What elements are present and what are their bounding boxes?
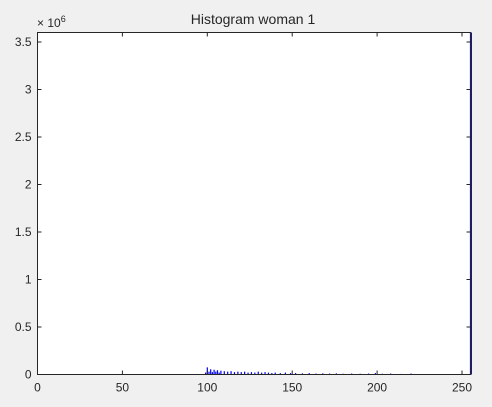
histogram-bar (247, 372, 249, 375)
histogram-bar (279, 373, 281, 375)
y-tick-label: 0.5 (15, 320, 32, 334)
histogram-bar (271, 373, 273, 375)
histogram-bar (240, 372, 242, 375)
histogram-bar (211, 372, 213, 375)
x-tick-label: 150 (282, 381, 302, 395)
y-axis-exponent-base: × 10 (37, 16, 61, 30)
chart-title: Histogram woman 1 (191, 11, 316, 27)
y-tick-label: 2 (25, 178, 32, 192)
histogram-bar (308, 373, 310, 375)
histogram-bar (261, 372, 263, 375)
histogram-bar (205, 372, 207, 375)
y-tick-label: 0 (25, 368, 32, 382)
y-tick-label: 1.5 (15, 225, 32, 239)
x-tick-label: 100 (197, 381, 217, 395)
histogram-bar (210, 369, 212, 375)
y-axis-ticks: 0 0.5 1 1.5 2 2.5 3 3.5 (15, 35, 471, 382)
histogram-bar (218, 372, 220, 375)
histogram-bar (216, 370, 219, 375)
histogram-bar (237, 371, 239, 375)
y-tick-label: 3.5 (15, 35, 32, 49)
histogram-bar (374, 373, 377, 375)
histogram-bar (295, 373, 297, 375)
histogram-bar (284, 372, 287, 375)
axes-box (37, 32, 471, 375)
histogram-bar (244, 371, 246, 375)
x-tick-label: 0 (34, 381, 41, 395)
histogram-bar (254, 372, 256, 375)
histogram-bar (264, 372, 266, 375)
y-tick-label: 1 (25, 273, 32, 287)
y-tick-label: 3 (25, 83, 32, 97)
histogram-bar (257, 371, 259, 375)
histogram-bar (223, 371, 225, 375)
plot-area (37, 32, 471, 375)
x-tick-label: 50 (116, 381, 130, 395)
y-axis-exponent-label: × 106 (37, 14, 66, 30)
histogram-bar (267, 372, 270, 375)
histogram-bar (274, 372, 276, 375)
x-axis-ticks: 0 50 100 150 200 250 (34, 32, 472, 395)
histogram-bar (227, 371, 229, 375)
histogram-bar (215, 371, 217, 375)
histogram-bar (220, 370, 222, 375)
histogram-bar (301, 373, 303, 375)
x-tick-label: 200 (367, 381, 387, 395)
histogram-bar (230, 371, 232, 375)
histogram-bar (289, 373, 292, 375)
histogram-bar (250, 372, 253, 375)
histogram-bar (208, 371, 210, 375)
histogram-bar (233, 372, 236, 375)
histogram-bar (213, 369, 215, 375)
histogram-bar (335, 373, 337, 375)
y-tick-label: 2.5 (15, 130, 32, 144)
x-tick-label: 250 (452, 381, 472, 395)
y-axis-exponent-power: 6 (61, 14, 66, 24)
histogram-bar (322, 373, 324, 375)
